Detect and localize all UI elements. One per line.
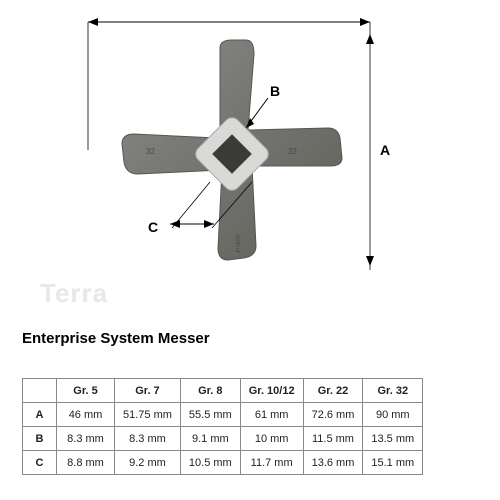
row-label: A <box>23 403 57 427</box>
dimension-diagram: A 32 32 wolfcut B <box>60 10 390 280</box>
cell: 51.75 mm <box>115 403 181 427</box>
cell: 11.7 mm <box>240 451 303 475</box>
table-row: C 8.8 mm 9.2 mm 10.5 mm 11.7 mm 13.6 mm … <box>23 451 423 475</box>
cell: 10.5 mm <box>180 451 240 475</box>
row-label: B <box>23 427 57 451</box>
dim-label-B: B <box>270 83 280 99</box>
diagram-svg: A 32 32 wolfcut B <box>60 10 390 280</box>
blade-mark-left: 32 <box>146 147 155 156</box>
col-header: Gr. 8 <box>180 379 240 403</box>
cell: 9.2 mm <box>115 451 181 475</box>
col-header: Gr. 10/12 <box>240 379 303 403</box>
table-row: A 46 mm 51.75 mm 55.5 mm 61 mm 72.6 mm 9… <box>23 403 423 427</box>
table-header-row: Gr. 5 Gr. 7 Gr. 8 Gr. 10/12 Gr. 22 Gr. 3… <box>23 379 423 403</box>
table-row: B 8.3 mm 8.3 mm 9.1 mm 10 mm 11.5 mm 13.… <box>23 427 423 451</box>
cell: 55.5 mm <box>180 403 240 427</box>
blade-mark-right: 32 <box>288 147 297 156</box>
page-title: Enterprise System Messer <box>22 330 210 347</box>
dim-label-C: C <box>148 219 158 235</box>
col-header: Gr. 32 <box>363 379 423 403</box>
dimension-table: Gr. 5 Gr. 7 Gr. 8 Gr. 10/12 Gr. 22 Gr. 3… <box>22 378 423 475</box>
brand-watermark: Terra <box>40 278 108 309</box>
row-label: C <box>23 451 57 475</box>
blade-mark-bottom: wolfcut <box>234 233 240 253</box>
cell: 72.6 mm <box>303 403 363 427</box>
col-header: Gr. 22 <box>303 379 363 403</box>
cell: 8.3 mm <box>57 427 115 451</box>
dim-label-A: A <box>380 142 390 158</box>
col-header: Gr. 7 <box>115 379 181 403</box>
cell: 15.1 mm <box>363 451 423 475</box>
cell: 61 mm <box>240 403 303 427</box>
col-header: Gr. 5 <box>57 379 115 403</box>
cell: 11.5 mm <box>303 427 363 451</box>
cell: 8.3 mm <box>115 427 181 451</box>
cell: 13.6 mm <box>303 451 363 475</box>
cell: 90 mm <box>363 403 423 427</box>
table-corner <box>23 379 57 403</box>
cell: 46 mm <box>57 403 115 427</box>
cell: 8.8 mm <box>57 451 115 475</box>
cell: 10 mm <box>240 427 303 451</box>
cell: 13.5 mm <box>363 427 423 451</box>
cell: 9.1 mm <box>180 427 240 451</box>
